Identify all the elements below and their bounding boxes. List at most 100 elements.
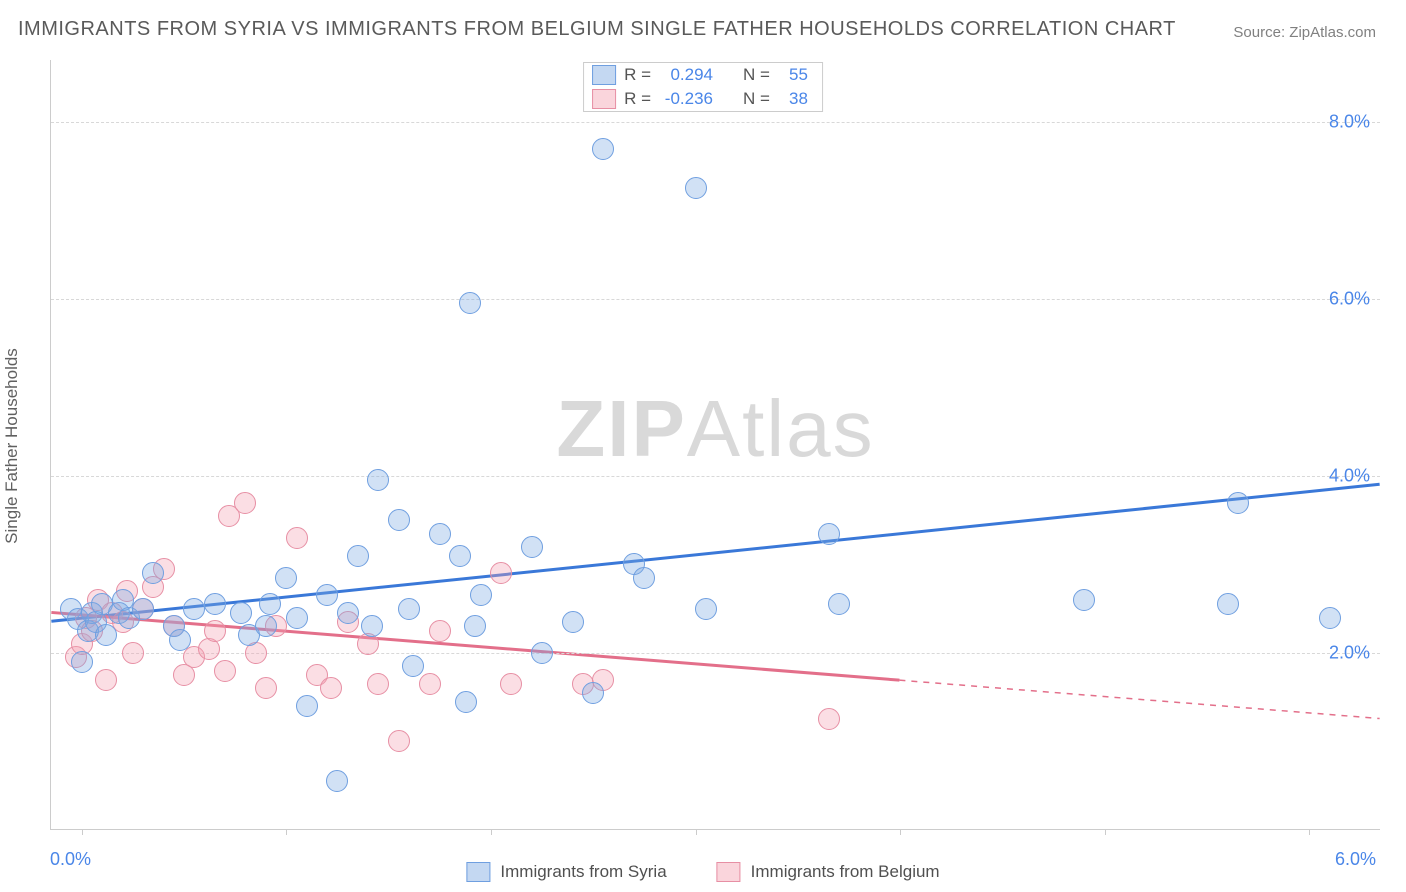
data-point (153, 558, 175, 580)
data-point (592, 669, 614, 691)
data-point (337, 602, 359, 624)
data-point (204, 620, 226, 642)
legend-label: Immigrants from Belgium (751, 862, 940, 882)
data-point (306, 664, 328, 686)
x-tick-mark (491, 829, 492, 835)
data-point (265, 615, 287, 637)
data-point (623, 553, 645, 575)
data-point (464, 615, 486, 637)
data-point (633, 567, 655, 589)
x-tick-mark (900, 829, 901, 835)
data-point (259, 593, 281, 615)
data-point (87, 589, 109, 611)
data-point (500, 673, 522, 695)
data-point (367, 469, 389, 491)
data-point (71, 633, 93, 655)
data-point (234, 492, 256, 514)
x-tick-mark (82, 829, 83, 835)
data-point (112, 589, 134, 611)
data-point (81, 602, 103, 624)
data-point (169, 629, 191, 651)
data-point (388, 509, 410, 531)
trend-line-solid (51, 484, 1379, 621)
data-point (218, 505, 240, 527)
data-point (347, 545, 369, 567)
watermark-bold: ZIP (556, 384, 686, 473)
data-point (316, 584, 338, 606)
x-tick-label-min: 0.0% (50, 849, 91, 870)
data-point (326, 770, 348, 792)
data-point (71, 651, 93, 673)
data-point (582, 682, 604, 704)
data-point (1319, 607, 1341, 629)
data-point (255, 677, 277, 699)
data-point (85, 611, 107, 633)
data-point (183, 646, 205, 668)
trend-line-solid (51, 612, 899, 680)
data-point (163, 615, 185, 637)
n-value: 38 (778, 89, 808, 109)
data-point (95, 669, 117, 691)
trend-line-dashed (899, 680, 1379, 718)
x-tick-mark (1105, 829, 1106, 835)
data-point (101, 602, 123, 624)
stat-legend-row: R =0.294N =55 (584, 63, 822, 87)
data-point (286, 527, 308, 549)
legend-item: Immigrants from Syria (466, 862, 666, 882)
gridline-h (51, 476, 1380, 477)
n-label: N = (743, 65, 770, 85)
y-tick-label: 2.0% (1329, 642, 1370, 663)
stat-legend: R =0.294N =55R =-0.236N =38 (583, 62, 823, 112)
data-point (132, 598, 154, 620)
data-point (818, 523, 840, 545)
data-point (81, 620, 103, 642)
trend-lines-layer (51, 60, 1380, 829)
data-point (361, 615, 383, 637)
x-tick-mark (1309, 829, 1310, 835)
data-point (419, 673, 441, 695)
data-point (337, 611, 359, 633)
data-point (116, 580, 138, 602)
data-point (95, 624, 117, 646)
legend-item: Immigrants from Belgium (717, 862, 940, 882)
y-tick-label: 6.0% (1329, 288, 1370, 309)
watermark-rest: Atlas (687, 384, 875, 473)
n-label: N = (743, 89, 770, 109)
data-point (429, 523, 451, 545)
data-point (388, 730, 410, 752)
data-point (828, 593, 850, 615)
watermark: ZIPAtlas (556, 383, 874, 475)
data-point (449, 545, 471, 567)
legend-swatch (717, 862, 741, 882)
data-point (142, 562, 164, 584)
y-axis-label: Single Father Households (2, 348, 22, 544)
data-point (108, 602, 130, 624)
gridline-h (51, 122, 1380, 123)
data-point (275, 567, 297, 589)
data-point (296, 695, 318, 717)
data-point (490, 562, 512, 584)
data-point (818, 708, 840, 730)
chart-title: IMMIGRANTS FROM SYRIA VS IMMIGRANTS FROM… (18, 18, 1176, 41)
data-point (685, 177, 707, 199)
source-prefix: Source: (1233, 24, 1289, 41)
data-point (521, 536, 543, 558)
data-point (470, 584, 492, 606)
gridline-h (51, 653, 1380, 654)
data-point (562, 611, 584, 633)
x-tick-label-max: 6.0% (1335, 849, 1376, 870)
source-label: Source: ZipAtlas.com (1233, 24, 1376, 41)
data-point (91, 593, 113, 615)
data-point (112, 611, 134, 633)
x-tick-mark (696, 829, 697, 835)
data-point (455, 691, 477, 713)
n-value: 55 (778, 65, 808, 85)
data-point (60, 598, 82, 620)
data-point (77, 620, 99, 642)
data-point (255, 615, 277, 637)
data-point (142, 576, 164, 598)
data-point (118, 607, 140, 629)
legend-swatch (592, 89, 616, 109)
data-point (75, 607, 97, 629)
source-name: ZipAtlas.com (1289, 24, 1376, 41)
